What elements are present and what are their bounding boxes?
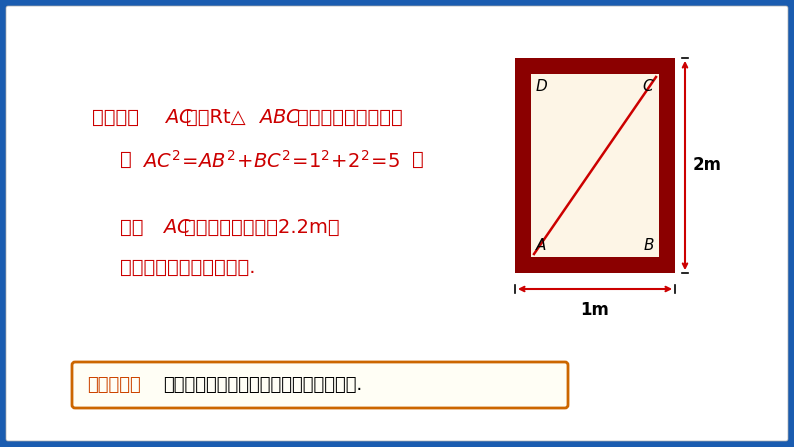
FancyBboxPatch shape (6, 6, 788, 441)
Text: $B$: $B$ (643, 237, 655, 253)
Text: 得: 得 (120, 150, 132, 169)
Text: $AC$: $AC$ (162, 218, 192, 237)
Text: $AC^2\!=\!AB^2\!+\!BC^2\!=\!1^2\!+\!2^2\!=\!5$: $AC^2\!=\!AB^2\!+\!BC^2\!=\!1^2\!+\!2^2\… (142, 150, 400, 172)
Text: $C$: $C$ (642, 78, 655, 94)
Text: 的长大于木板的宽2.2m，: 的长大于木板的宽2.2m， (184, 218, 340, 237)
Text: 中，根据勾股定理，: 中，根据勾股定理， (297, 108, 403, 127)
Text: 因为: 因为 (120, 218, 144, 237)
Text: ，在Rt△: ，在Rt△ (186, 108, 245, 127)
Bar (515, 58, 675, 273)
Text: $AC$: $AC$ (164, 108, 194, 127)
Text: 解：连接: 解：连接 (92, 108, 139, 127)
Text: 所以木板能从门框内通过.: 所以木板能从门框内通过. (120, 258, 256, 277)
Text: 1m: 1m (580, 301, 610, 319)
Text: $ABC$: $ABC$ (258, 108, 301, 127)
Text: 2m: 2m (693, 156, 722, 174)
Text: 温馨提示：: 温馨提示： (87, 376, 141, 394)
Text: $D$: $D$ (535, 78, 548, 94)
Text: $A$: $A$ (535, 237, 547, 253)
Bar (531, 74, 659, 257)
FancyBboxPatch shape (72, 362, 568, 408)
Text: ，: ， (412, 150, 424, 169)
Text: 此题是已知两直角边利用勾股定理求斜边.: 此题是已知两直角边利用勾股定理求斜边. (163, 376, 362, 394)
